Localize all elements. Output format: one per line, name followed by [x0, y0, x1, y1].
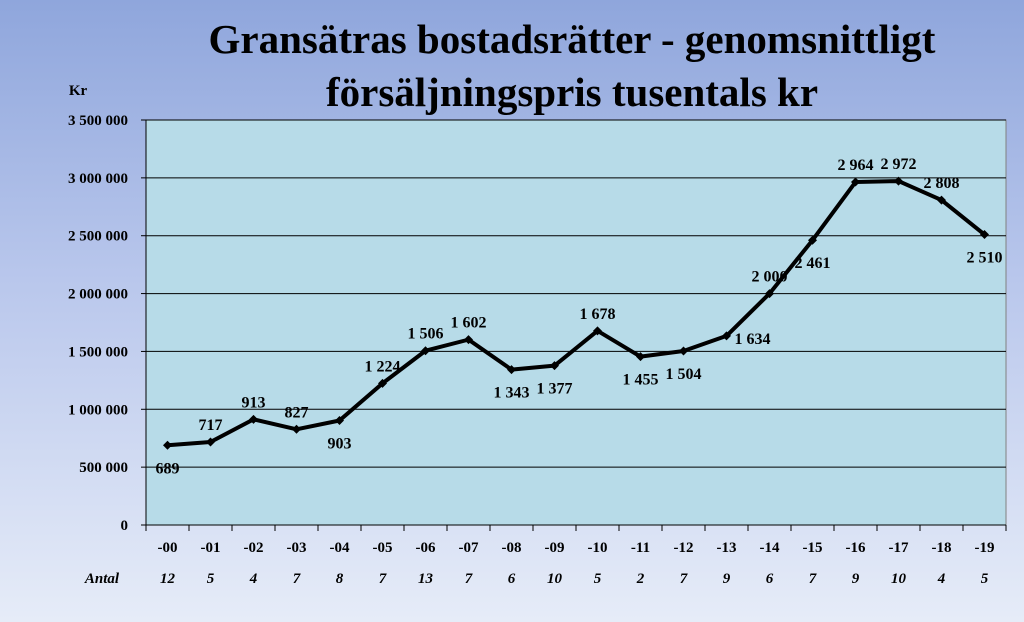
y-tick-label: 2 500 000	[68, 229, 128, 245]
x-tick-label: -12	[674, 540, 694, 556]
data-point	[163, 440, 172, 450]
x-tick-label: -06	[416, 540, 436, 556]
antal-count-label: 4	[249, 571, 258, 587]
y-tick-label: 3 000 000	[68, 171, 128, 187]
x-tick-label: -04	[330, 540, 350, 556]
antal-count-label: 5	[594, 571, 602, 587]
antal-count-label: 10	[547, 571, 563, 587]
data-point	[894, 176, 903, 186]
x-tick-label: -09	[545, 540, 565, 556]
data-label: 1 504	[666, 366, 702, 383]
series-line	[167, 179, 986, 448]
y-axis-label: Kr	[69, 83, 88, 99]
x-tick-label: -17	[889, 540, 909, 556]
antal-count-label: 4	[937, 571, 946, 587]
x-tick-label: -05	[373, 540, 393, 556]
x-tick-label: -15	[803, 540, 823, 556]
data-point	[937, 195, 946, 205]
x-tick-label: -08	[502, 540, 522, 556]
data-label: 1 224	[365, 358, 401, 375]
data-label: 2 000	[752, 269, 788, 286]
data-point	[249, 414, 258, 424]
data-point	[206, 437, 215, 447]
x-tick-label: -02	[244, 540, 264, 556]
data-point	[593, 326, 602, 336]
antal-count-label: 13	[418, 571, 434, 587]
data-label: 1 343	[494, 385, 530, 402]
x-tick-label: -03	[287, 540, 307, 556]
data-label: 2 510	[967, 250, 1003, 267]
antal-count-label: 6	[766, 571, 774, 587]
antal-count-label: 7	[465, 571, 473, 587]
antal-count-label: 5	[207, 571, 215, 587]
data-label: 2 808	[924, 175, 960, 192]
data-point	[421, 346, 430, 356]
data-point	[808, 235, 817, 245]
x-tick-label: -14	[760, 540, 780, 556]
plot-area	[145, 119, 1007, 526]
data-label: 2 964	[838, 157, 874, 174]
x-tick-label: -11	[631, 540, 650, 556]
chart-title-line1: Gransätras bostadsrätter - genomsnittlig…	[208, 16, 936, 62]
data-label: 1 506	[408, 326, 444, 343]
data-point	[292, 424, 301, 434]
antal-count-label: 6	[508, 571, 516, 587]
x-tick-label: -16	[846, 540, 866, 556]
antal-count-label: 12	[160, 571, 176, 587]
antal-count-label: 5	[981, 571, 989, 587]
y-tick-label: 500 000	[79, 460, 128, 476]
data-label: 1 602	[451, 315, 487, 332]
data-label: 1 455	[623, 372, 659, 389]
antal-count-label: 9	[723, 571, 731, 587]
data-point	[851, 177, 860, 187]
x-tick-label: -19	[975, 540, 995, 556]
data-point	[980, 230, 989, 240]
data-point	[378, 378, 387, 388]
x-tick-label: -13	[717, 540, 737, 556]
antal-count-label: 7	[809, 571, 817, 587]
x-tick-label: -18	[932, 540, 952, 556]
data-label: 717	[199, 417, 223, 434]
data-label: 1 634	[735, 331, 771, 348]
data-point	[722, 331, 731, 341]
antal-count-label: 9	[852, 571, 860, 587]
data-point	[464, 335, 473, 345]
y-tick-label: 1 500 000	[68, 344, 128, 360]
antal-count-label: 7	[680, 571, 688, 587]
antal-count-label: 7	[379, 571, 387, 587]
data-label: 903	[328, 436, 352, 453]
data-label: 913	[242, 394, 266, 411]
y-tick-label: 1 000 000	[68, 402, 128, 418]
data-point	[765, 289, 774, 299]
data-point	[550, 361, 559, 371]
x-tick-label: -07	[459, 540, 479, 556]
data-label: 2 461	[795, 255, 831, 272]
data-label: 1 678	[580, 306, 616, 323]
data-label: 827	[285, 404, 309, 421]
data-label: 2 972	[881, 156, 917, 173]
data-point	[507, 365, 516, 375]
data-label: 1 377	[537, 381, 573, 398]
x-tick-label: -01	[201, 540, 221, 556]
antal-count-label: 8	[336, 571, 344, 587]
y-tick-label: 3 500 000	[68, 113, 128, 129]
antal-count-label: 2	[636, 571, 645, 587]
antal-row-label: Antal	[84, 571, 120, 587]
data-point	[636, 352, 645, 362]
data-point	[335, 416, 344, 426]
x-tick-label: -10	[588, 540, 608, 556]
antal-count-label: 7	[293, 571, 301, 587]
data-label: 689	[156, 460, 180, 477]
chart-title-line2: försäljningspris tusentals kr	[325, 69, 819, 115]
y-tick-label: 2 000 000	[68, 287, 128, 303]
data-point	[679, 346, 688, 356]
y-tick-label: 0	[121, 518, 129, 534]
x-tick-label: -00	[158, 540, 178, 556]
antal-count-label: 10	[891, 571, 907, 587]
